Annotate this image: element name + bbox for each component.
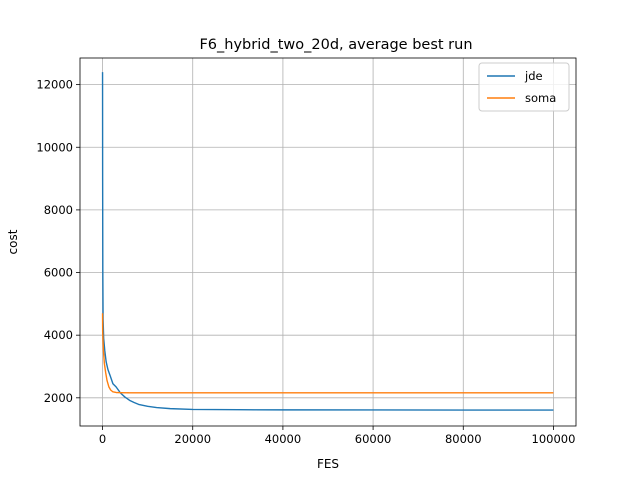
y-tick-label: 8000: [44, 203, 73, 217]
y-tick-label: 6000: [44, 266, 73, 280]
legend-box: [478, 62, 570, 112]
grid-lines: [80, 58, 576, 426]
x-tick-label: 60000: [355, 432, 392, 446]
y-axis-label: cost: [6, 229, 20, 254]
y-tick-label: 10000: [36, 140, 73, 154]
y-axis: 2000 4000 6000 8000 10000 12000: [36, 78, 80, 405]
legend-label-jde: jde: [524, 69, 543, 83]
x-tick-label: 0: [99, 432, 106, 446]
plot-frame: [79, 57, 577, 427]
chart-title: F6_hybrid_two_20d, average best run: [199, 37, 472, 53]
series-line-soma: [101, 313, 554, 394]
y-tick-label: 4000: [44, 328, 73, 342]
y-tick-label: 12000: [36, 78, 73, 92]
x-axis-label: FES: [317, 457, 339, 471]
y-tick-label: 2000: [44, 391, 73, 405]
x-axis: 0 20000 40000 60000 80000 100000: [99, 426, 576, 446]
x-tick-label: 20000: [174, 432, 211, 446]
legend-label-soma: soma: [525, 91, 556, 105]
x-tick-label: 40000: [265, 432, 302, 446]
x-tick-label: 100000: [532, 432, 576, 446]
series-line-jde: [101, 72, 554, 411]
plot-series: [101, 72, 554, 411]
x-tick-label: 80000: [445, 432, 482, 446]
legend: jde soma: [478, 62, 570, 112]
